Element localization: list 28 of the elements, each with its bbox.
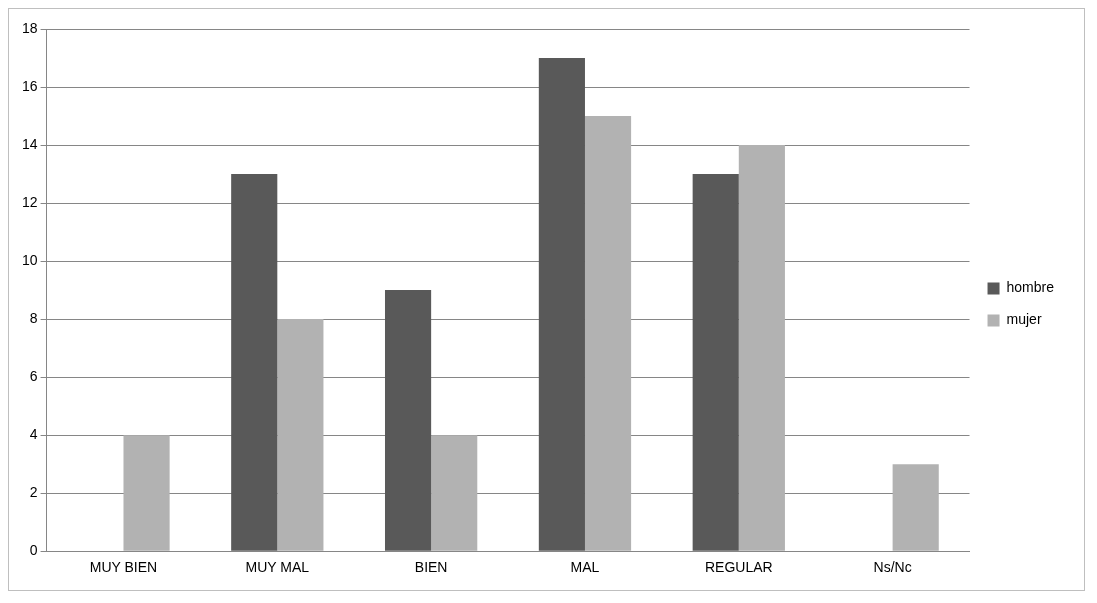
y-tick-label: 6: [29, 367, 38, 384]
y-tick-label: 12: [21, 193, 38, 210]
y-tick-label: 16: [21, 77, 38, 94]
x-tick-label: BIEN: [414, 559, 448, 576]
bar: [538, 58, 585, 551]
bar: [277, 319, 324, 551]
x-tick-label: REGULAR: [704, 559, 773, 576]
bar: [584, 116, 632, 551]
bar: [431, 435, 478, 551]
y-tick-label: 4: [29, 426, 38, 443]
bar: [123, 435, 170, 551]
bar: [738, 145, 785, 551]
legend-label: mujer: [1006, 311, 1042, 328]
y-tick-label: 18: [21, 19, 38, 36]
y-tick-label: 10: [21, 251, 38, 268]
y-tick-label: 2: [29, 484, 38, 501]
bar: [231, 174, 278, 551]
y-tick-label: 8: [29, 309, 38, 326]
x-tick-label: MAL: [570, 559, 600, 576]
bar: [384, 290, 432, 551]
x-tick-label: MUY MAL: [245, 559, 310, 576]
legend-label: hombre: [1006, 279, 1055, 296]
bar: [692, 174, 739, 551]
y-tick-label: 14: [21, 135, 38, 152]
y-tick-label: 0: [29, 542, 38, 559]
x-tick-label: Ns/Nc: [873, 559, 912, 576]
bar: [892, 464, 939, 551]
x-tick-label: MUY BIEN: [89, 559, 158, 576]
